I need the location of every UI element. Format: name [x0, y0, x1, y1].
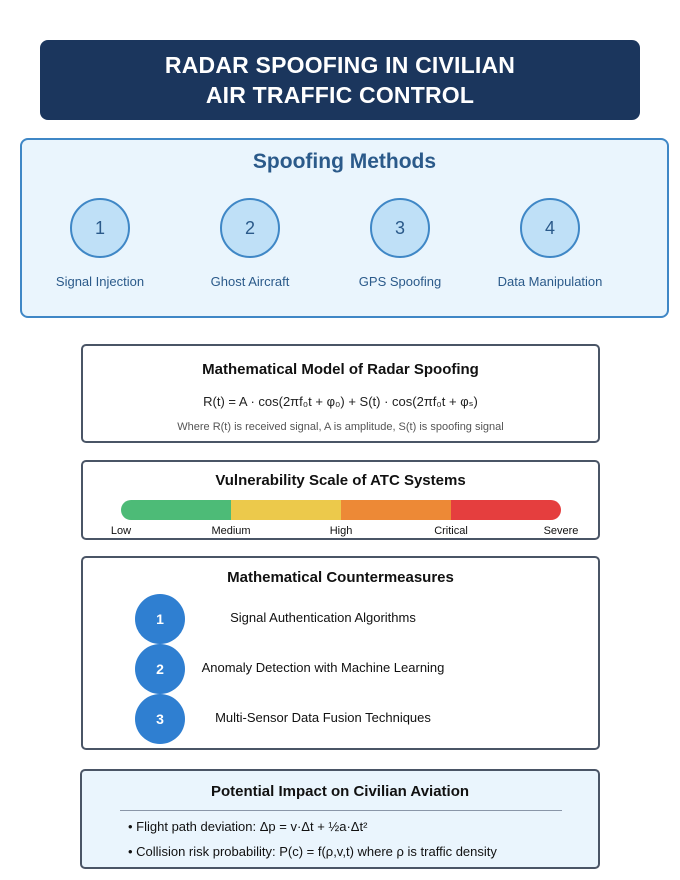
method-number-circle: 4 [520, 198, 580, 258]
countermeasure-number-circle: 3 [135, 694, 185, 744]
method-number-circle: 3 [370, 198, 430, 258]
spoofing-methods-panel: Spoofing Methods 1 Signal Injection 2 Gh… [20, 138, 669, 318]
method-number-circle: 1 [70, 198, 130, 258]
impact-panel: Potential Impact on Civilian Aviation • … [80, 769, 600, 869]
method-label: Signal Injection [55, 274, 145, 289]
impact-divider [120, 810, 562, 811]
math-model-title: Mathematical Model of Radar Spoofing [202, 361, 479, 378]
scale-label-high: High [329, 525, 353, 537]
impact-item-flight-path: • Flight path deviation: Δp = v·Δt + ½a·… [128, 819, 368, 834]
scale-segment-medium [231, 500, 341, 520]
method-data-manipulation: 4 Data Manipulation [470, 198, 630, 289]
scale-segment-high [341, 500, 451, 520]
math-model-equation: R(t) = A · cos(2πf₀t + φ₀) + S(t) · cos(… [203, 394, 478, 409]
method-label: Ghost Aircraft [210, 274, 290, 289]
scale-label-severe: Severe [543, 525, 579, 537]
vulnerability-scale-title: Vulnerability Scale of ATC Systems [215, 472, 466, 489]
main-title-line-1: RADAR SPOOFING IN CIVILIAN [164, 52, 516, 78]
method-signal-injection: 1 Signal Injection [20, 198, 180, 289]
countermeasures-panel: Mathematical Countermeasures 1 Signal Au… [81, 556, 600, 750]
main-title-banner: RADAR SPOOFING IN CIVILIAN AIR TRAFFIC C… [40, 40, 640, 120]
spoofing-methods-title: Spoofing Methods [252, 150, 437, 173]
vulnerability-scale-bar [121, 500, 561, 520]
countermeasures-title: Mathematical Countermeasures [227, 569, 454, 586]
scale-segment-critical [451, 500, 561, 520]
countermeasure-number-circle: 2 [135, 644, 185, 694]
countermeasure-label: Multi-Sensor Data Fusion Techniques [215, 710, 431, 725]
scale-label-low: Low [110, 525, 132, 537]
method-gps-spoofing: 3 GPS Spoofing [320, 198, 480, 289]
countermeasure-label: Signal Authentication Algorithms [230, 610, 416, 625]
math-model-note: Where R(t) is received signal, A is ampl… [177, 421, 504, 433]
impact-item-collision-risk: • Collision risk probability: P(c) = f(ρ… [128, 844, 497, 859]
method-label: Data Manipulation [497, 274, 603, 289]
countermeasure-label: Anomaly Detection with Machine Learning [201, 660, 445, 675]
method-ghost-aircraft: 2 Ghost Aircraft [170, 198, 330, 289]
impact-title: Potential Impact on Civilian Aviation [210, 783, 470, 800]
method-number-circle: 2 [220, 198, 280, 258]
scale-label-critical: Critical [434, 525, 468, 537]
method-label: GPS Spoofing [358, 274, 442, 289]
vulnerability-scale-panel: Vulnerability Scale of ATC Systems Low M… [81, 460, 600, 540]
scale-segment-low [121, 500, 231, 520]
math-model-panel: Mathematical Model of Radar Spoofing R(t… [81, 344, 600, 443]
countermeasure-number-circle: 1 [135, 594, 185, 644]
scale-label-medium: Medium [211, 525, 251, 537]
main-title-line-2: AIR TRAFFIC CONTROL [205, 82, 475, 108]
